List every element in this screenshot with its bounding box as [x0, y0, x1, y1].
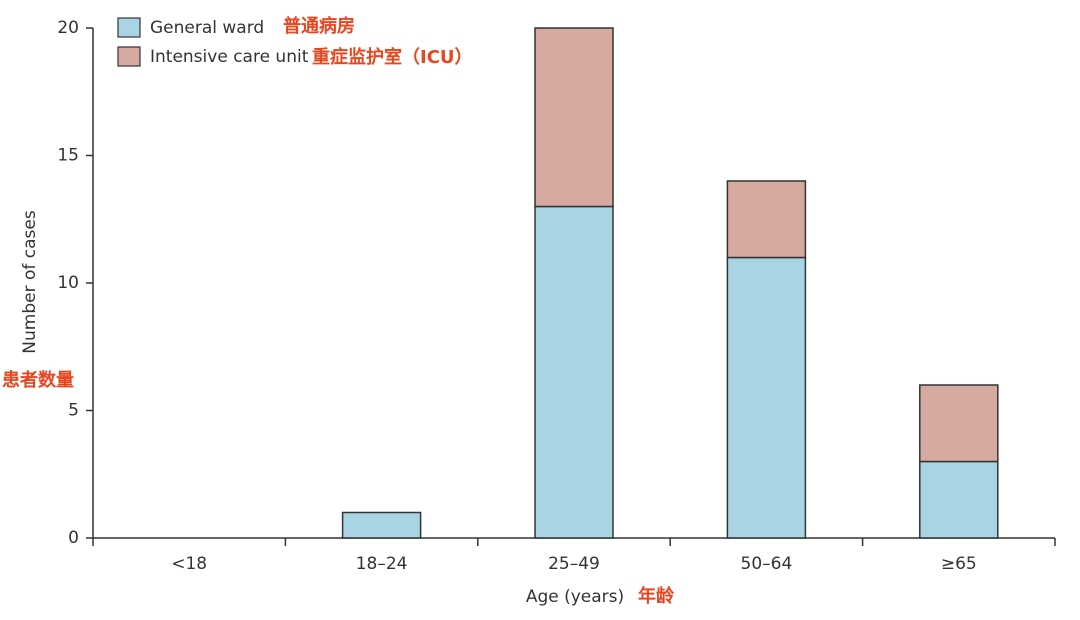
x-tick-label: 50–64	[741, 554, 793, 574]
legend-swatch	[117, 17, 141, 38]
y-tick-label: 0	[68, 528, 79, 548]
annotation: 患者数量	[2, 369, 74, 391]
bar	[534, 205, 614, 539]
y-tick-label: 10	[57, 273, 79, 293]
y-axis-label: Number of cases	[20, 210, 40, 354]
bar	[919, 460, 999, 539]
legend-label: General ward	[150, 18, 264, 38]
bar	[534, 27, 614, 208]
y-tick-label: 15	[57, 146, 79, 166]
annotation: 普通病房	[283, 15, 355, 37]
y-tick-label: 20	[57, 18, 79, 38]
x-tick-label: 25–49	[548, 554, 600, 574]
legend-swatch	[117, 46, 141, 67]
legend-label: Intensive care unit	[150, 47, 309, 67]
bar	[726, 256, 807, 539]
annotation: 年龄	[638, 585, 675, 607]
y-tick-label: 5	[68, 401, 79, 421]
bar	[919, 384, 999, 463]
bar	[726, 180, 807, 259]
bar	[341, 511, 422, 539]
annotation: 重症监护室（ICU）	[312, 46, 473, 68]
x-axis-label: Age (years)	[526, 587, 624, 607]
x-tick-label: ≥65	[941, 554, 977, 574]
x-tick-label: 18–24	[356, 554, 408, 574]
x-tick-label: <18	[171, 554, 207, 574]
